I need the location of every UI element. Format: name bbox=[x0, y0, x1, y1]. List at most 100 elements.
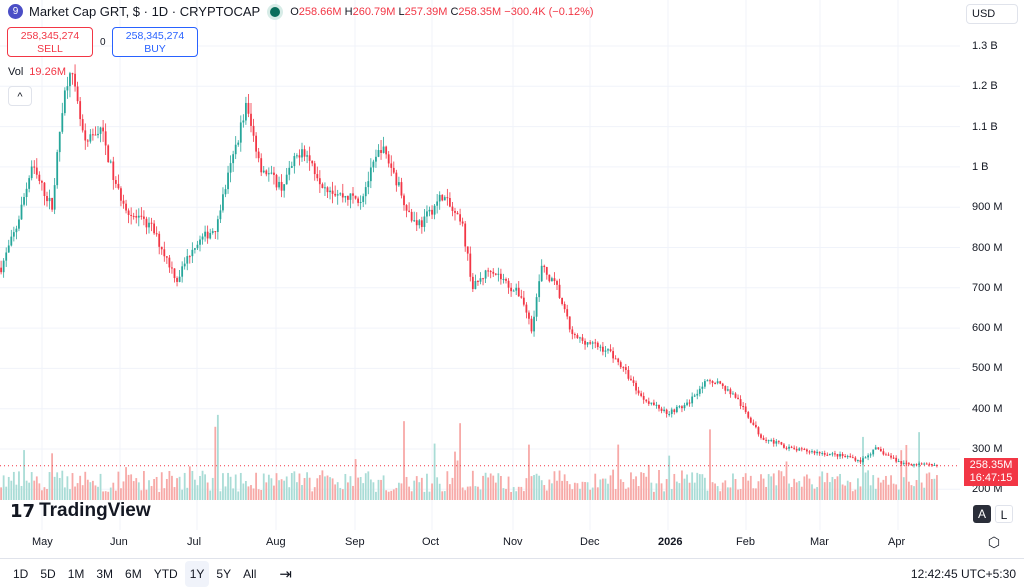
volume-bar bbox=[132, 481, 135, 500]
range-5y[interactable]: 5Y bbox=[216, 566, 232, 581]
candle-body bbox=[744, 406, 747, 413]
candle-body bbox=[46, 196, 48, 202]
volume-bar bbox=[930, 479, 933, 500]
volume-bar bbox=[137, 482, 140, 500]
candle-body bbox=[668, 413, 671, 415]
candle-body bbox=[301, 149, 303, 158]
candle-body bbox=[145, 218, 148, 228]
candle-body bbox=[390, 163, 393, 168]
candle-body bbox=[760, 434, 762, 438]
auto-scale-button[interactable]: A bbox=[973, 505, 991, 523]
candle-body bbox=[915, 464, 918, 466]
volume-bar bbox=[844, 485, 847, 500]
currency-select[interactable]: USD bbox=[966, 4, 1018, 24]
volume-bar bbox=[747, 480, 750, 500]
candle-body bbox=[178, 276, 181, 282]
range-1m[interactable]: 1M bbox=[67, 566, 85, 581]
volume-bar bbox=[627, 487, 630, 500]
volume-bar bbox=[704, 477, 706, 500]
settings-icon[interactable]: ⬡ bbox=[987, 534, 1001, 550]
volume-bar bbox=[423, 491, 426, 500]
volume-bar bbox=[640, 472, 643, 500]
volume-bar bbox=[168, 470, 171, 500]
volume-bar bbox=[568, 484, 571, 500]
collapse-legend-button[interactable]: ^ bbox=[8, 86, 32, 106]
volume-bar bbox=[500, 476, 502, 500]
price-tick: 1.1 B bbox=[972, 120, 998, 133]
range-1y[interactable]: 1Y bbox=[184, 560, 210, 587]
volume-bar bbox=[854, 489, 857, 500]
volume-bar bbox=[808, 478, 811, 500]
volume-bar bbox=[772, 473, 775, 500]
candle-body bbox=[339, 193, 342, 195]
range-5d[interactable]: 5D bbox=[40, 566, 56, 581]
candle-body bbox=[892, 457, 895, 459]
candle-body bbox=[183, 263, 186, 267]
candle-body bbox=[500, 273, 502, 280]
volume-bar bbox=[173, 487, 176, 500]
candle-body bbox=[579, 337, 581, 339]
volume-bar bbox=[579, 488, 581, 500]
buy-button[interactable]: 258,345,274 BUY bbox=[112, 27, 198, 57]
range-ytd[interactable]: YTD bbox=[153, 566, 178, 581]
volume-bar bbox=[89, 482, 92, 500]
volume-bar bbox=[130, 474, 133, 500]
candle-body bbox=[811, 451, 813, 453]
candle-body bbox=[283, 184, 286, 191]
candle-body bbox=[573, 334, 576, 336]
volume-bar bbox=[602, 478, 604, 500]
date-range-icon[interactable]: ⇥ bbox=[279, 565, 292, 583]
candle-body bbox=[732, 393, 734, 395]
volume-bar bbox=[507, 476, 510, 500]
candle-body bbox=[737, 397, 739, 400]
volume-bar bbox=[181, 489, 184, 500]
candle-body bbox=[474, 281, 477, 290]
candlestick-chart[interactable] bbox=[0, 0, 960, 530]
volume-bar bbox=[540, 480, 543, 500]
candle-body bbox=[86, 140, 89, 142]
log-scale-button[interactable]: L bbox=[995, 505, 1013, 523]
volume-bar bbox=[324, 476, 326, 500]
candle-body bbox=[808, 451, 811, 453]
candle-body bbox=[349, 193, 352, 200]
candle-body bbox=[619, 362, 622, 368]
volume-bar bbox=[262, 473, 265, 500]
range-1d[interactable]: 1D bbox=[13, 566, 29, 581]
candle-body bbox=[505, 279, 507, 281]
candle-body bbox=[408, 210, 410, 212]
candle-body bbox=[841, 454, 844, 457]
candle-body bbox=[464, 223, 467, 247]
candle-body bbox=[563, 303, 566, 310]
volume-bar bbox=[693, 482, 696, 500]
volume-bar bbox=[879, 482, 882, 500]
volume-bar bbox=[553, 471, 556, 500]
clock[interactable]: 12:42:45 UTC+5:30 bbox=[910, 566, 1016, 581]
volume-bar bbox=[456, 460, 459, 500]
candle-body bbox=[910, 463, 913, 466]
volume-bar bbox=[581, 481, 584, 500]
volume-bar bbox=[724, 480, 727, 500]
candle-body bbox=[556, 281, 558, 285]
volume-bar bbox=[176, 478, 178, 500]
volume-bar bbox=[265, 482, 268, 500]
symbol-title[interactable]: Market Cap GRT, $ · 1D · CRYPTOCAP bbox=[29, 4, 261, 19]
range-all[interactable]: All bbox=[243, 566, 257, 581]
volume-bar bbox=[477, 486, 479, 500]
sell-button[interactable]: 258,345,274 SELL bbox=[7, 27, 93, 57]
volume-bar bbox=[599, 479, 602, 500]
candle-body bbox=[117, 183, 120, 189]
range-6m[interactable]: 6M bbox=[125, 566, 142, 581]
volume-bar bbox=[464, 490, 467, 500]
volume-bar bbox=[41, 490, 43, 500]
volume-bar bbox=[558, 470, 561, 500]
candle-body bbox=[479, 278, 482, 282]
volume-bar bbox=[770, 476, 773, 500]
candle-body bbox=[99, 127, 102, 134]
candle-body bbox=[216, 219, 219, 232]
volume-bar bbox=[69, 489, 71, 500]
volume-bar bbox=[765, 486, 767, 500]
volume-bar bbox=[114, 490, 117, 500]
range-3m[interactable]: 3M bbox=[96, 566, 114, 581]
candle-body bbox=[331, 190, 334, 194]
candle-body bbox=[602, 346, 604, 352]
